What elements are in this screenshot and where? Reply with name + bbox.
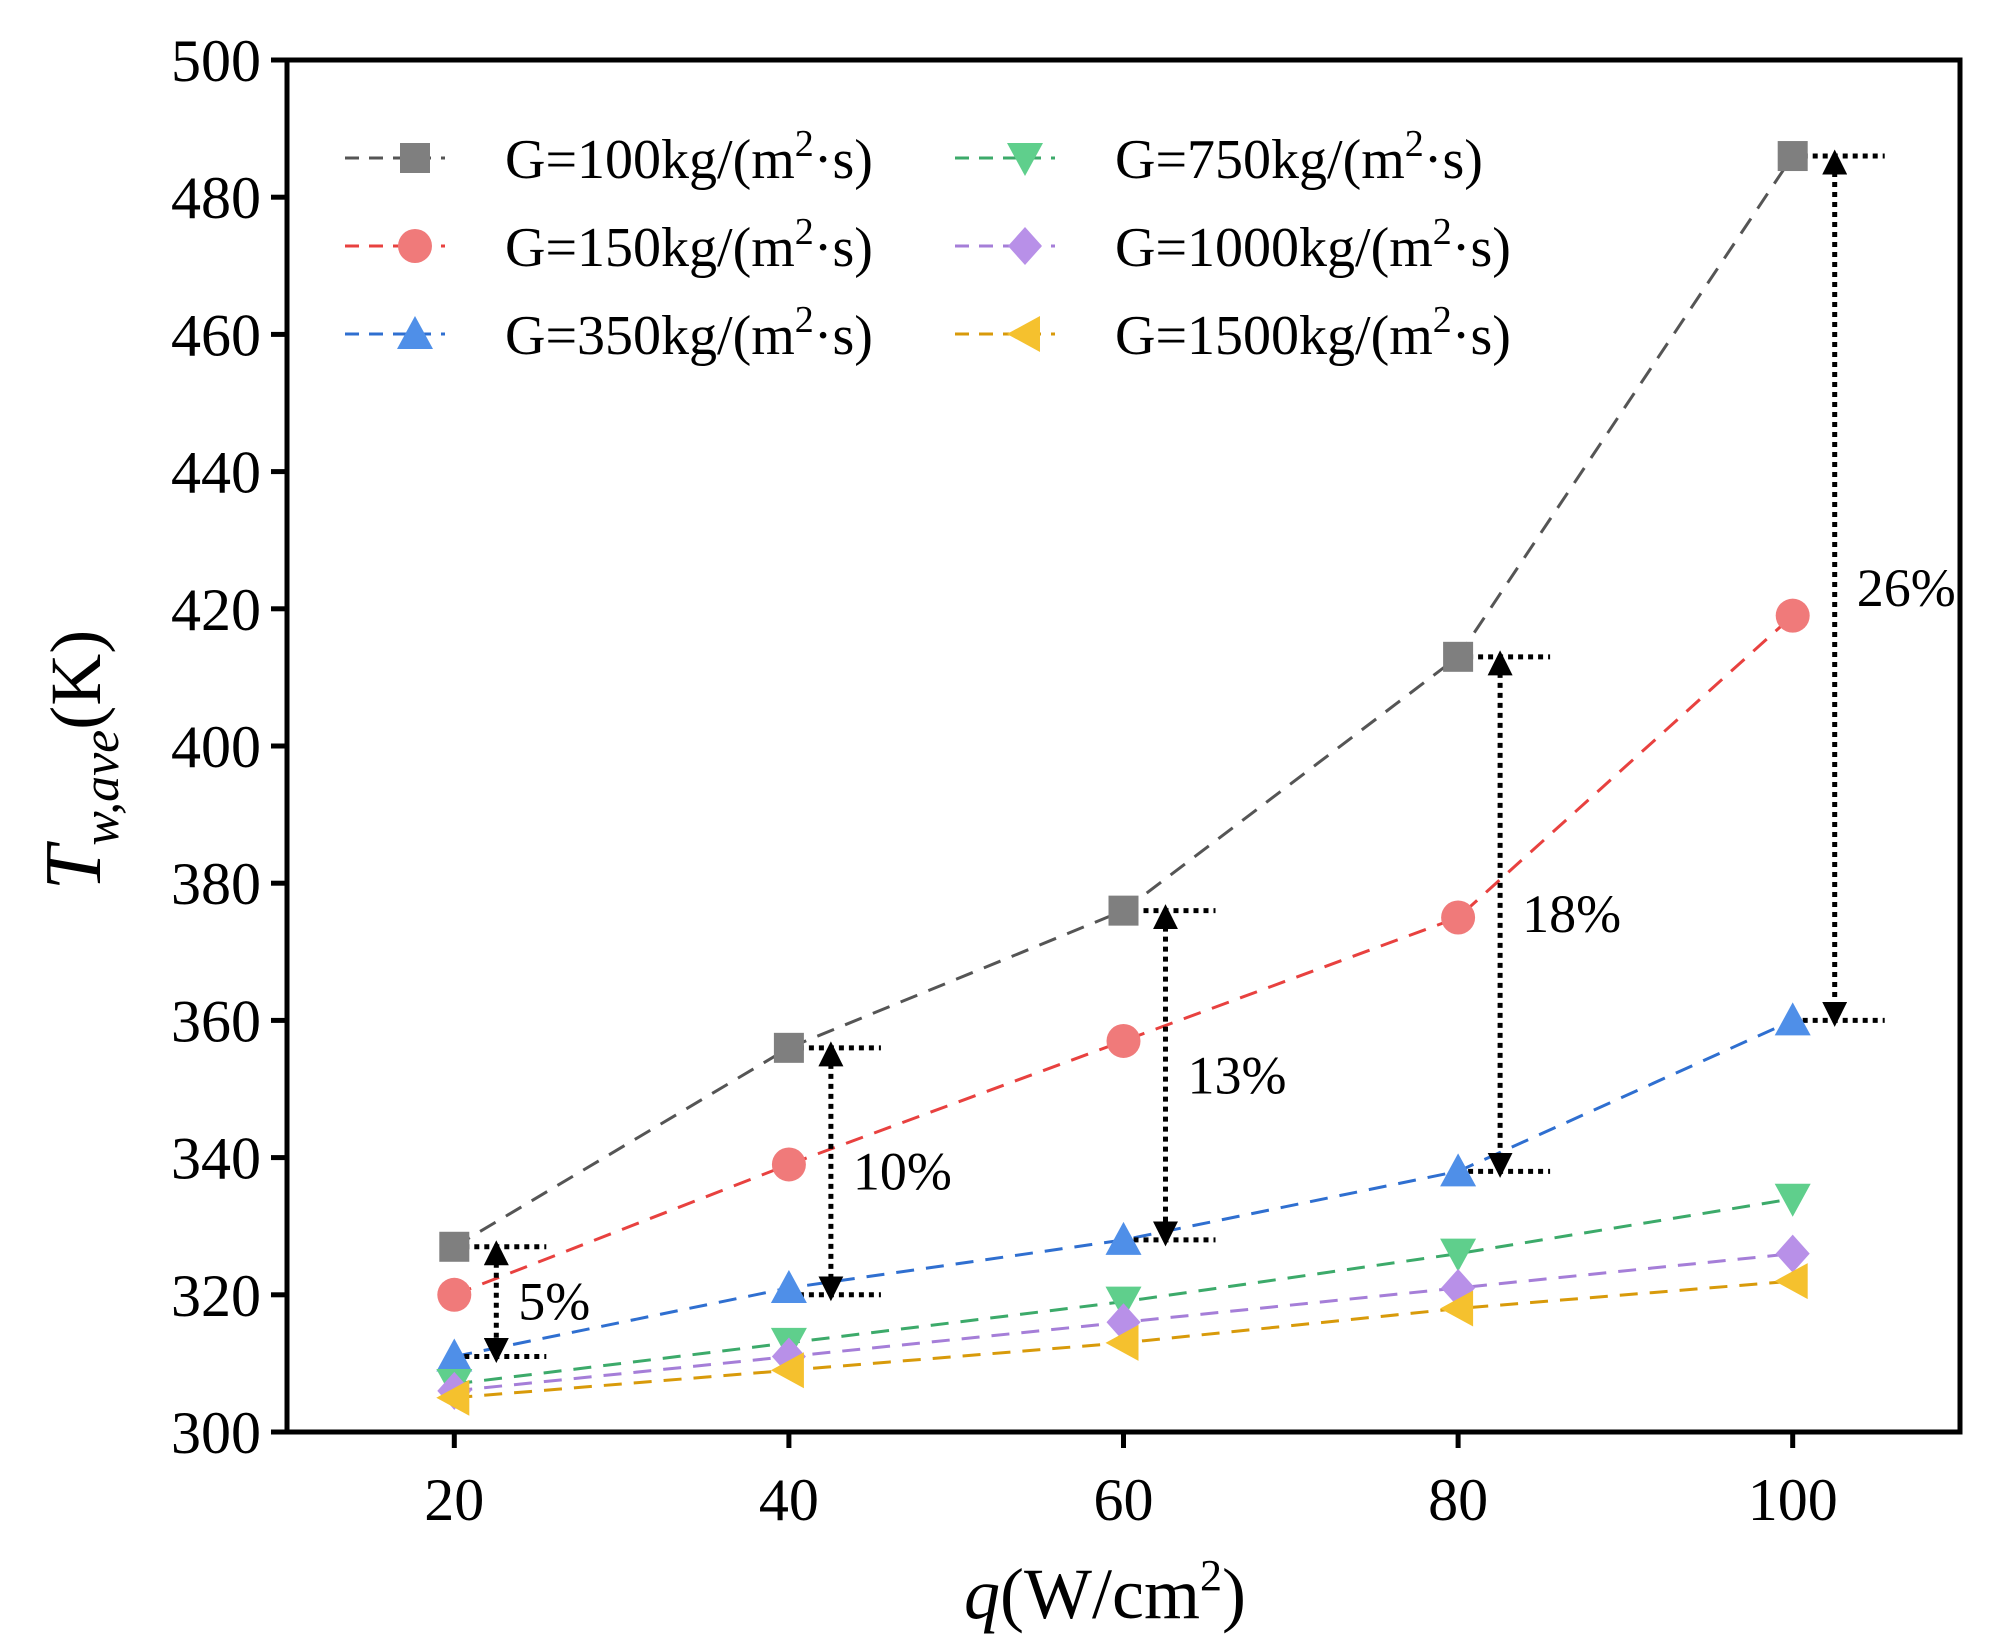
y-axis-subscript: w,ave xyxy=(73,730,130,846)
legend-label-text: G=350kg/(m xyxy=(505,305,795,367)
legend-label-text: G=100kg/(m xyxy=(505,129,795,191)
legend: G=100kg/(m2·s)G=150kg/(m2·s)G=350kg/(m2·… xyxy=(345,123,1511,367)
percentage-annotations: 5% 10% 13% 18% 26% xyxy=(454,149,1956,1364)
legend-label-exponent: 2 xyxy=(1405,123,1424,165)
percentage-label-5: 26% xyxy=(1857,558,1956,618)
legend-label-close: ·s) xyxy=(814,129,873,191)
legend-label-3: G=350kg/(m2·s) xyxy=(505,299,873,367)
legend-label-text: G=1500kg/(m xyxy=(1115,305,1433,367)
y-tick-label-420: 420 xyxy=(171,577,261,643)
data-point-s5-5 xyxy=(1775,1234,1810,1273)
data-point-s6-3 xyxy=(1105,1324,1139,1361)
data-point-s2-5 xyxy=(1775,598,1810,633)
data-point-s1-2 xyxy=(773,1032,804,1063)
legend-label-2: G=150kg/(m2·s) xyxy=(505,211,873,279)
series-line-2 xyxy=(453,614,1794,1297)
series-line-3 xyxy=(453,1019,1794,1359)
legend-label-text: G=1000kg/(m xyxy=(1115,217,1433,279)
legend-label-close: ·s) xyxy=(814,305,873,367)
x-axis-unit-close: ) xyxy=(1222,1554,1246,1634)
data-point-s4-4 xyxy=(1440,1238,1477,1272)
data-point-s6-1 xyxy=(436,1379,470,1416)
data-point-s2-2 xyxy=(771,1147,806,1182)
x-axis-title: q(W/cm2) xyxy=(964,1551,1246,1634)
x-axis-variable: q xyxy=(964,1554,1000,1634)
y-axis-variable: T xyxy=(30,840,118,890)
legend-label-exponent: 2 xyxy=(795,299,814,341)
axis-ticks: 20 40 60 80 100 300 320 340 360 380 400 420 440 460 48… xyxy=(171,28,1838,1533)
data-point-s1-5 xyxy=(1777,141,1808,172)
data-point-s2-3 xyxy=(1106,1023,1141,1058)
data-point-s3-3 xyxy=(1105,1221,1142,1255)
legend-marker-2 xyxy=(398,229,432,263)
legend-label-4: G=750kg/(m2·s) xyxy=(1115,123,1483,191)
legend-marker-1 xyxy=(400,143,430,173)
y-tick-label-380: 380 xyxy=(171,851,261,917)
legend-label-1: G=100kg/(m2·s) xyxy=(505,123,873,191)
y-axis-unit: (K) xyxy=(36,630,116,730)
data-point-s3-1 xyxy=(436,1338,473,1372)
legend-marker-6 xyxy=(1007,316,1040,352)
percentage-label-4: 18% xyxy=(1522,884,1621,944)
y-tick-label-320: 320 xyxy=(171,1263,261,1329)
percentage-label-3: 13% xyxy=(1188,1045,1287,1105)
y-tick-label-460: 460 xyxy=(171,302,261,368)
x-tick-label-100: 100 xyxy=(1748,1467,1838,1533)
legend-marker-5 xyxy=(1008,227,1042,265)
data-point-s1-1 xyxy=(439,1231,470,1262)
legend-label-close: ·s) xyxy=(1452,217,1511,279)
y-axis-title: Tw,ave(K) xyxy=(30,630,130,890)
legend-marker-3 xyxy=(397,316,433,349)
y-tick-label-340: 340 xyxy=(171,1126,261,1192)
data-point-s2-4 xyxy=(1441,900,1476,935)
x-tick-label-40: 40 xyxy=(759,1467,819,1533)
x-axis-unit-exponent: 2 xyxy=(1200,1551,1222,1600)
data-point-s6-5 xyxy=(1774,1263,1808,1300)
y-tick-label-500: 500 xyxy=(171,28,261,94)
legend-item-1: G=100kg/(m2·s) xyxy=(345,123,873,191)
series-markers xyxy=(436,141,1811,1416)
percentage-label-1: 5% xyxy=(518,1272,590,1332)
legend-label-exponent: 2 xyxy=(795,211,814,253)
legend-item-6: G=1500kg/(m2·s) xyxy=(955,299,1511,367)
legend-label-6: G=1500kg/(m2·s) xyxy=(1115,299,1511,367)
percentage-label-2: 10% xyxy=(853,1141,952,1201)
legend-item-4: G=750kg/(m2·s) xyxy=(955,123,1483,191)
legend-label-close: ·s) xyxy=(814,217,873,279)
x-tick-label-60: 60 xyxy=(1094,1467,1154,1533)
x-tick-label-20: 20 xyxy=(424,1467,484,1533)
legend-label-text: G=750kg/(m xyxy=(1115,129,1405,191)
legend-label-exponent: 2 xyxy=(1433,299,1452,341)
legend-label-exponent: 2 xyxy=(1433,211,1452,253)
data-point-s6-2 xyxy=(770,1352,804,1389)
data-point-s3-2 xyxy=(770,1269,807,1303)
legend-item-2: G=150kg/(m2·s) xyxy=(345,211,873,279)
data-point-s3-4 xyxy=(1440,1153,1477,1187)
data-point-s1-4 xyxy=(1443,641,1474,672)
legend-label-close: ·s) xyxy=(1452,305,1511,367)
legend-marker-4 xyxy=(1007,143,1043,176)
data-point-s3-5 xyxy=(1774,1002,1811,1036)
x-tick-label-80: 80 xyxy=(1428,1467,1488,1533)
y-tick-label-360: 360 xyxy=(171,988,261,1054)
legend-label-text: G=150kg/(m xyxy=(505,217,795,279)
y-tick-label-480: 480 xyxy=(171,165,261,231)
y-tick-label-400: 400 xyxy=(171,714,261,780)
data-point-s2-1 xyxy=(437,1277,472,1312)
legend-label-5: G=1000kg/(m2·s) xyxy=(1115,211,1511,279)
x-axis-unit: (W/cm xyxy=(1000,1554,1200,1634)
legend-label-exponent: 2 xyxy=(795,123,814,165)
legend-item-5: G=1000kg/(m2·s) xyxy=(955,211,1511,279)
y-tick-label-440: 440 xyxy=(171,440,261,506)
data-point-s1-3 xyxy=(1108,895,1139,926)
data-point-s6-4 xyxy=(1440,1290,1474,1327)
data-point-s4-3 xyxy=(1105,1286,1142,1320)
legend-label-close: ·s) xyxy=(1424,129,1483,191)
legend-item-3: G=350kg/(m2·s) xyxy=(345,299,873,367)
y-tick-label-300: 300 xyxy=(171,1400,261,1466)
data-point-s4-5 xyxy=(1774,1183,1811,1217)
